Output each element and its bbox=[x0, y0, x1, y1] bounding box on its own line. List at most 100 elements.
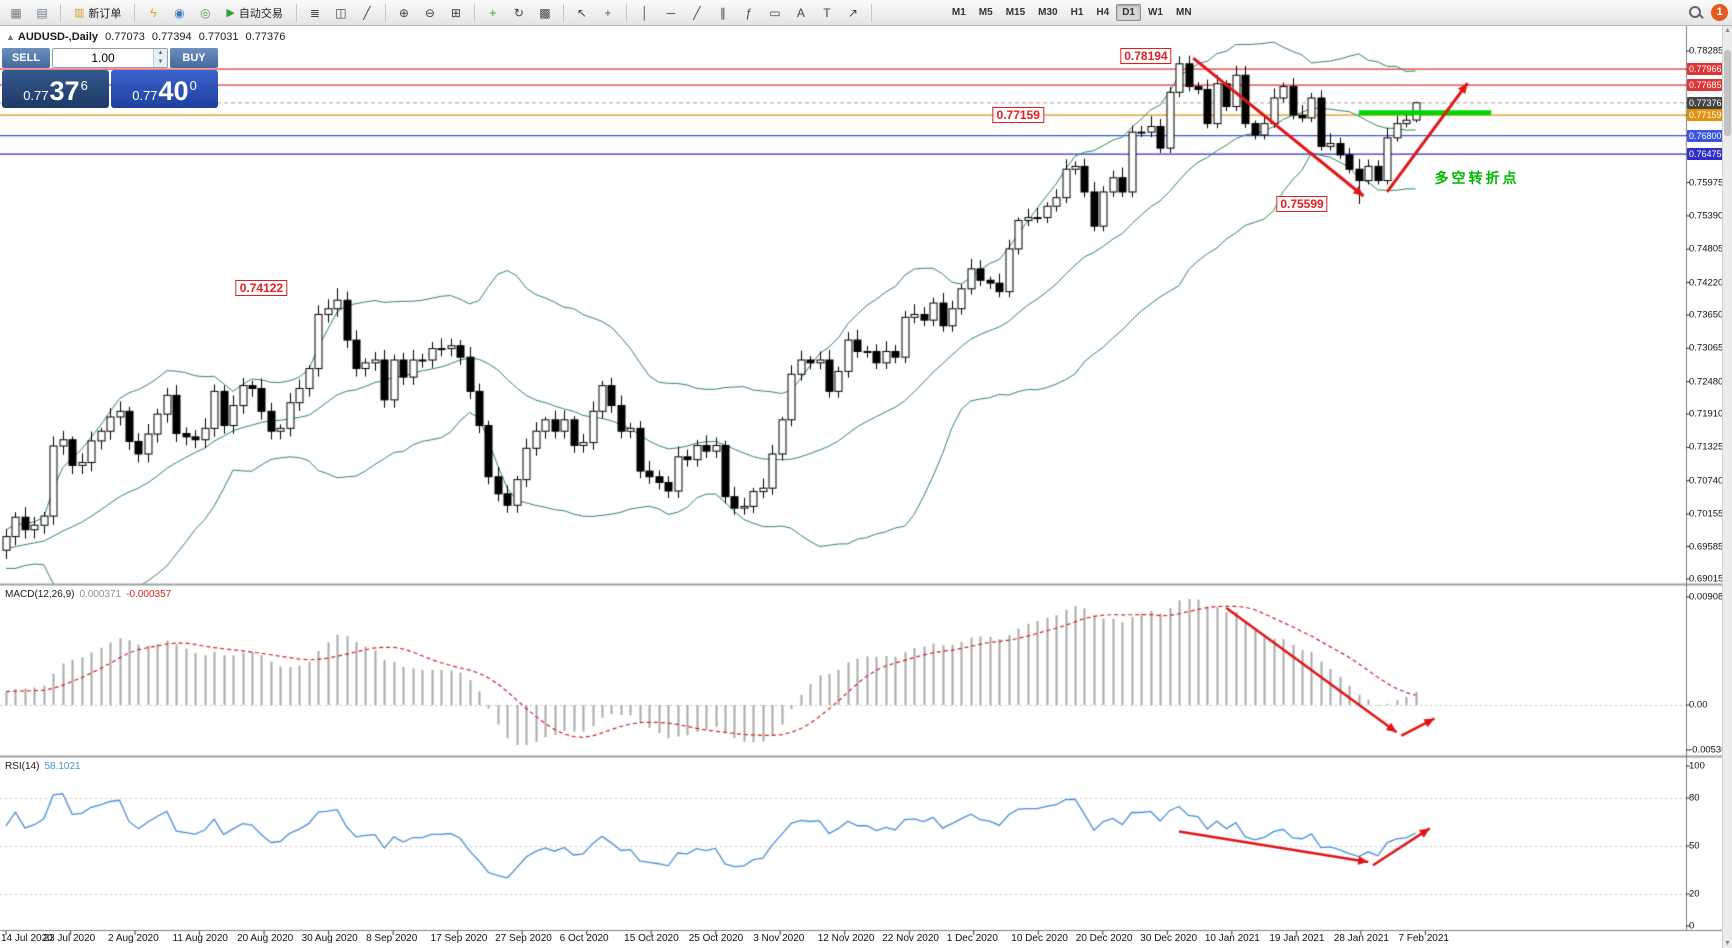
date-axis-label: 30 Aug 2020 bbox=[301, 933, 358, 944]
text-icon[interactable]: A bbox=[796, 5, 805, 20]
one-click-trading-panel: SELL ▲ ▼ BUY 0.77 37 6 0.77 40 0 bbox=[2, 48, 218, 108]
timeframe-w1[interactable]: W1 bbox=[1147, 7, 1163, 18]
buy-price-point: 0 bbox=[189, 78, 197, 93]
volume-down-button[interactable]: ▼ bbox=[154, 58, 167, 67]
timeframe-h1[interactable]: H1 bbox=[1070, 7, 1084, 18]
toolbar-separator bbox=[60, 3, 61, 22]
sell-price-button[interactable]: 0.77 37 6 bbox=[2, 70, 109, 108]
timeframe-mn[interactable]: MN bbox=[1175, 7, 1192, 18]
metaeditor-icon[interactable]: ϟ bbox=[150, 5, 157, 20]
timeframe-h4[interactable]: H4 bbox=[1096, 7, 1110, 18]
rsi-axis-label: 20 bbox=[1689, 888, 1700, 900]
vertical-line-icon[interactable]: │ bbox=[641, 5, 649, 20]
price-axis-label: 0.71910 bbox=[1689, 408, 1724, 420]
chart-profiles-icon[interactable]: ▤ bbox=[36, 5, 48, 20]
price-axis-label: 0.74220 bbox=[1689, 277, 1724, 289]
templates-icon[interactable]: ▩ bbox=[539, 5, 551, 20]
channel-icon[interactable]: ∥ bbox=[719, 5, 726, 20]
price-axis-label: 0.69015 bbox=[1689, 573, 1724, 585]
price-tag: 0.77376 bbox=[1687, 96, 1726, 109]
timeframe-m30[interactable]: M30 bbox=[1038, 7, 1058, 18]
date-axis-label: 25 Oct 2020 bbox=[688, 933, 744, 944]
toolbar-separator bbox=[562, 3, 564, 22]
turning-point-note: 多空转折点 bbox=[1434, 169, 1520, 186]
date-axis-label: 15 Oct 2020 bbox=[624, 933, 679, 944]
timeframe-m5[interactable]: M5 bbox=[978, 7, 993, 18]
chart-symbol-icon: ▲ bbox=[6, 32, 15, 42]
scroll-down-arrow[interactable]: ▼ bbox=[1724, 940, 1731, 947]
price-axis-label: 0.78285 bbox=[1689, 45, 1724, 57]
notification-badge[interactable]: 1 bbox=[1711, 4, 1728, 21]
price-tag: 0.77966 bbox=[1687, 63, 1726, 76]
rsi-axis-label: 50 bbox=[1689, 840, 1700, 852]
shapes-icon[interactable]: ▭ bbox=[769, 5, 781, 20]
rsi-value: 58.1021 bbox=[44, 761, 81, 772]
vertical-scrollbar[interactable]: ▲ ▼ bbox=[1722, 26, 1732, 948]
sell-price-pips: 37 bbox=[49, 76, 80, 106]
macd-axis-label: 0.00 bbox=[1689, 699, 1708, 711]
periods-icon[interactable]: ↻ bbox=[513, 5, 524, 20]
scrollbar-thumb[interactable] bbox=[1724, 50, 1731, 136]
scroll-up-arrow[interactable]: ▲ bbox=[1724, 27, 1731, 34]
line-chart-icon[interactable]: ╱ bbox=[363, 5, 371, 20]
fibonacci-icon[interactable]: ƒ bbox=[745, 5, 753, 20]
arrows-tool-icon[interactable]: ↗ bbox=[847, 5, 858, 20]
date-axis-label: 8 Sep 2020 bbox=[366, 933, 418, 944]
cursor-icon[interactable]: ↖ bbox=[576, 5, 587, 20]
date-axis-label: 7 Feb 2021 bbox=[1398, 933, 1449, 944]
candlestick-chart-icon[interactable]: ◫ bbox=[335, 5, 347, 20]
price-axis-label: 0.72480 bbox=[1689, 376, 1724, 388]
toolbar-separator bbox=[473, 3, 475, 22]
crosshair-icon[interactable]: + bbox=[604, 5, 612, 20]
date-axis-label: 10 Jan 2021 bbox=[1204, 933, 1260, 944]
price-axis-label: 0.69585 bbox=[1689, 541, 1724, 553]
volume-up-button[interactable]: ▲ bbox=[154, 49, 167, 58]
new-order-button-icon: ▥ bbox=[74, 7, 85, 19]
buy-button[interactable]: BUY bbox=[170, 48, 218, 68]
timeframe-d1[interactable]: D1 bbox=[1116, 4, 1141, 21]
strategy-tester-icon[interactable]: ◎ bbox=[200, 5, 211, 20]
sell-button[interactable]: SELL bbox=[2, 48, 50, 68]
search-icon[interactable] bbox=[1689, 5, 1704, 20]
zoom-in-icon[interactable]: ⊕ bbox=[398, 5, 409, 20]
timeframe-m15[interactable]: M15 bbox=[1005, 7, 1026, 18]
macd-axis-label: 0.009081 bbox=[1689, 591, 1729, 603]
volume-field: ▲ ▼ bbox=[52, 48, 168, 68]
buy-price-button[interactable]: 0.77 40 0 bbox=[111, 70, 218, 108]
toolbar-separator bbox=[870, 3, 872, 22]
price-flag-label: 0.74122 bbox=[235, 280, 288, 297]
bar-chart-icon[interactable]: ≣ bbox=[309, 5, 320, 20]
date-axis-label: 23 Jul 2020 bbox=[43, 933, 96, 944]
new-chart-icon[interactable]: ▦ bbox=[10, 5, 22, 20]
rsi-name: RSI(14) bbox=[5, 761, 40, 772]
tile-windows-icon[interactable]: ⊞ bbox=[450, 5, 461, 20]
date-axis-label: 17 Sep 2020 bbox=[430, 933, 488, 944]
date-axis-label: 2 Aug 2020 bbox=[108, 933, 159, 944]
date-axis-label: 14 Jul 2020 bbox=[1, 933, 53, 944]
price-axis-label: 0.75390 bbox=[1689, 210, 1724, 222]
new-order-button[interactable]: ▥ 新订单 bbox=[67, 2, 128, 24]
date-axis-label: 20 Aug 2020 bbox=[237, 933, 294, 944]
sell-price-prefix: 0.77 bbox=[23, 88, 49, 103]
text-label-icon[interactable]: T bbox=[823, 5, 831, 20]
rsi-label: RSI(14) 58.1021 bbox=[5, 761, 81, 772]
price-flag-label: 0.77159 bbox=[992, 107, 1044, 124]
volume-input[interactable] bbox=[53, 49, 153, 67]
toolbar-separator bbox=[625, 3, 627, 22]
timeframe-m1[interactable]: M1 bbox=[951, 7, 966, 18]
market-watch-icon[interactable]: ◉ bbox=[174, 5, 185, 20]
autotrading-button[interactable]: ▶ 自动交易 bbox=[219, 2, 289, 24]
date-axis-label: 30 Dec 2020 bbox=[1140, 933, 1198, 944]
date-axis-label: 27 Sep 2020 bbox=[495, 933, 552, 944]
rsi-axis-label: 100 bbox=[1689, 760, 1705, 772]
price-tag: 0.77685 bbox=[1687, 79, 1726, 92]
date-axis-label: 3 Nov 2020 bbox=[753, 933, 805, 944]
indicators-icon[interactable]: + bbox=[489, 5, 497, 20]
macd-main-value: 0.000371 bbox=[79, 589, 122, 600]
zoom-out-icon[interactable]: ⊖ bbox=[424, 5, 435, 20]
horizontal-line-icon[interactable]: ─ bbox=[666, 5, 676, 20]
date-axis-label: 19 Jan 2021 bbox=[1269, 933, 1325, 944]
new-order-button-label: 新订单 bbox=[88, 7, 122, 20]
trendline-icon[interactable]: ╱ bbox=[693, 5, 701, 20]
